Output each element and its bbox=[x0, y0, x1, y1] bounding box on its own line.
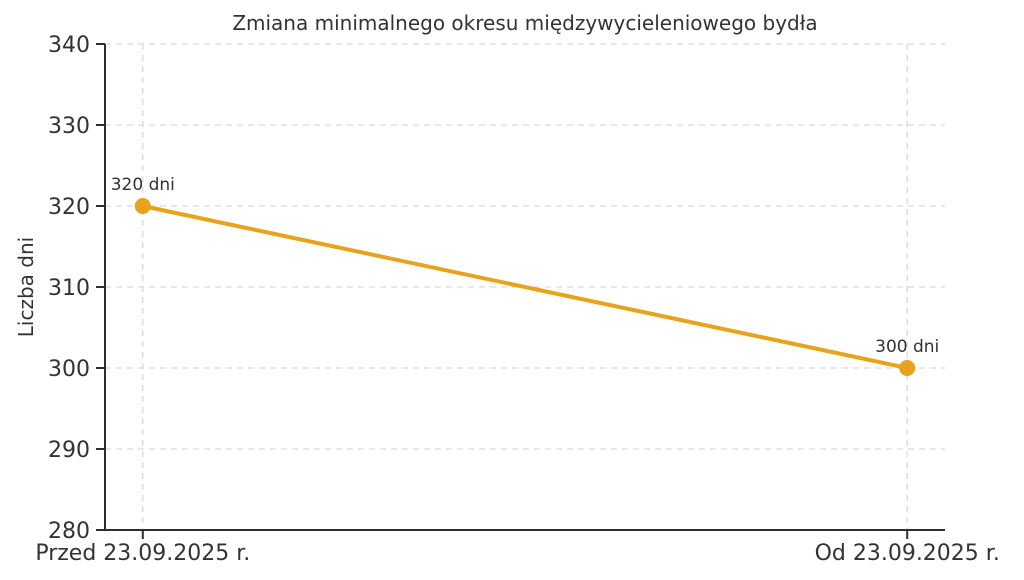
y-tick-label: 290 bbox=[48, 438, 90, 463]
data-point bbox=[899, 360, 916, 376]
x-tick-label: Od 23.09.2025 r. bbox=[815, 541, 1000, 566]
x-tick-label: Przed 23.09.2025 r. bbox=[35, 541, 250, 566]
point-annotation: 320 dni bbox=[111, 175, 175, 195]
y-tick-label: 280 bbox=[48, 519, 90, 544]
y-tick-label: 300 bbox=[48, 357, 90, 382]
y-tick-label: 330 bbox=[48, 114, 90, 139]
chart-title: Zmiana minimalnego okresu międzywycielen… bbox=[232, 11, 818, 35]
y-tick-label: 310 bbox=[48, 276, 90, 301]
trend-line bbox=[140, 204, 910, 370]
data-point bbox=[134, 198, 151, 214]
point-annotation: 300 dni bbox=[875, 337, 939, 357]
y-tick-label: 340 bbox=[48, 33, 90, 58]
y-tick-label: 320 bbox=[48, 195, 90, 220]
